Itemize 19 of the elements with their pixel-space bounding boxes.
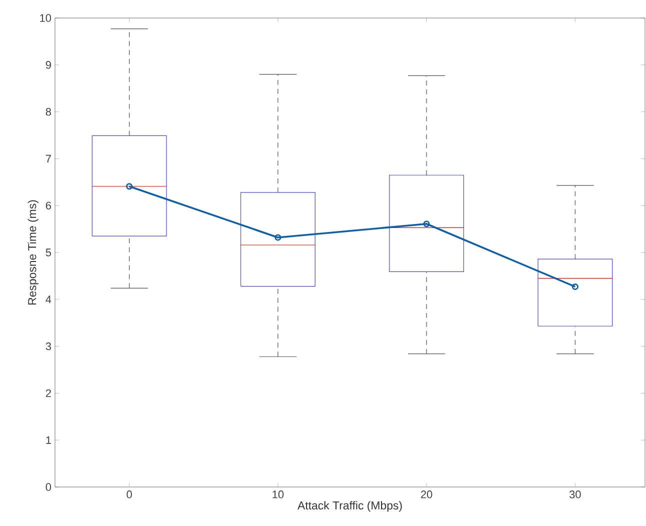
x-tick-label: 20	[420, 490, 432, 498]
y-tick-label: 0	[46, 483, 52, 491]
y-tick-label: 10	[40, 14, 52, 22]
y-tick-label: 3	[46, 342, 51, 350]
y-tick-label: 5	[46, 248, 52, 256]
x-tick-label: 10	[272, 490, 284, 498]
y-tick-label: 7	[46, 154, 51, 162]
point	[274, 234, 282, 241]
y-tick-label: 4	[46, 296, 52, 304]
point	[423, 220, 430, 228]
y-tick-label: 1	[46, 436, 51, 444]
y-tick-label: 8	[46, 108, 51, 116]
y-tick-label: 6	[46, 202, 51, 210]
x-tick-label: 30	[569, 490, 581, 498]
x-tick-label: 0	[126, 490, 132, 498]
y-tick-label: 2	[46, 389, 51, 398]
x-axis-title: Attack Traffic (Mbps)	[298, 501, 402, 512]
y-axis-title: Resposne Time (ms)	[28, 200, 38, 305]
y-tick-label: 9	[46, 61, 51, 69]
